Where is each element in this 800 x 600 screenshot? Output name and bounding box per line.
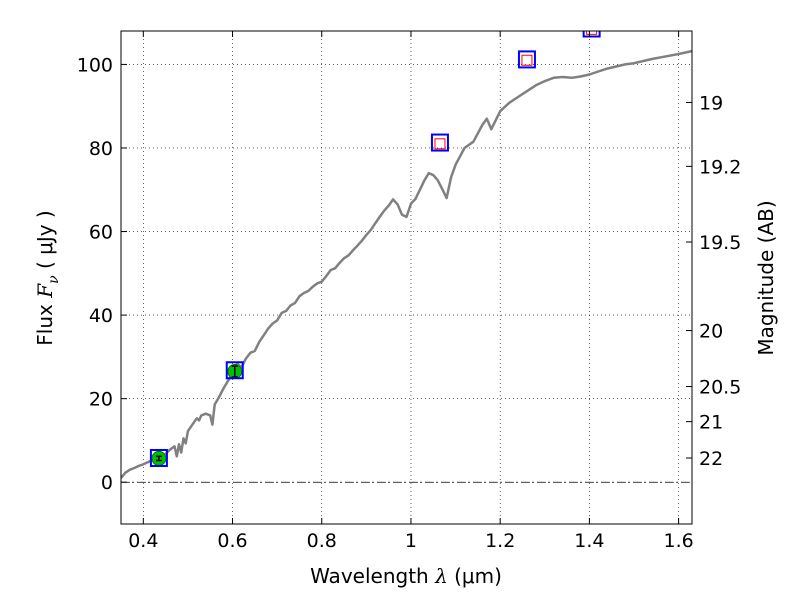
plot-frame (120, 30, 693, 525)
y2-tick-label: 19.5 (699, 232, 741, 254)
ir-data-marker (586, 31, 598, 35)
x-tick-label: 0.4 (128, 530, 158, 552)
y-tick-label: 80 (89, 138, 113, 160)
model-flux-marker (430, 133, 449, 152)
y-tick-label: 40 (89, 305, 113, 327)
series-group (121, 31, 692, 479)
y-axis-label: Flux Fν ( μJy ) (33, 210, 62, 345)
y2-tick-label: 20 (699, 321, 723, 343)
y2-tick-label: 22 (699, 448, 723, 470)
y2-tick-label: 20.5 (699, 377, 741, 399)
ir-data-marker (521, 54, 533, 66)
model-flux-marker (149, 448, 168, 467)
model-sed-line (121, 49, 692, 479)
y2-tick-label: 19 (699, 92, 723, 114)
ir-data-marker (434, 138, 446, 150)
model-flux-marker (582, 31, 601, 38)
model-flux-marker (225, 361, 244, 380)
x-tick-label: 1.2 (485, 530, 515, 552)
y2-axis-label: Magnitude (AB) (754, 200, 778, 355)
y2-tick-label: 21 (699, 412, 723, 434)
y-tick-label: 20 (89, 389, 113, 411)
x-axis-label: Wavelength λ (μm) (310, 564, 502, 588)
x-tick-label: 1.4 (574, 530, 604, 552)
model-flux-marker (517, 50, 536, 69)
x-tick-label: 0.8 (307, 530, 337, 552)
x-tick-label: 0.6 (217, 530, 247, 552)
y-tick-label: 100 (77, 54, 113, 76)
x-tick-label: 1.6 (664, 530, 694, 552)
y-tick-label: 0 (101, 472, 113, 494)
ticks: 0.4 0.6 0.8 1 1.2 1.4 1.6 0 20 40 60 80 100 19 19.2 19.… (77, 31, 741, 552)
y-tick-label: 60 (89, 222, 113, 244)
x-tick-label: 1 (405, 530, 417, 552)
y2-tick-label: 19.2 (699, 156, 741, 178)
